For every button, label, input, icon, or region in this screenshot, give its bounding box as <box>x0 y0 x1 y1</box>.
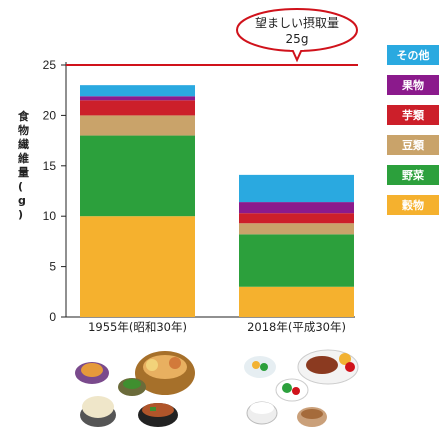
bar-segment-豆類 <box>80 115 195 136</box>
y-tick-label: 10 <box>43 209 57 223</box>
legend-swatch <box>387 195 439 215</box>
bar-segment-豆類 <box>239 223 354 235</box>
y-tick-label: 15 <box>43 159 57 173</box>
meal-illustration-2018 <box>244 349 359 427</box>
y-tick-label: 0 <box>49 310 56 324</box>
legend-label: 穀物 <box>402 198 424 212</box>
bar-segment-芋類 <box>80 100 195 116</box>
x-category-label: 2018年(平成30年) <box>247 320 346 334</box>
legend-swatch <box>387 135 439 155</box>
bar-segment-果物 <box>80 96 195 101</box>
callout-pointer <box>290 48 304 63</box>
bar-segment-芋類 <box>239 213 354 224</box>
legend-swatch <box>387 45 439 65</box>
legend-label: その他 <box>397 48 430 62</box>
bar-segment-穀物 <box>80 216 195 317</box>
legend-label: 芋類 <box>402 108 425 122</box>
callout: 望ましい摂取量 25g <box>236 8 358 63</box>
y-axis-label: 食物繊維量(g) <box>18 109 30 221</box>
x-category-label: 1955年(昭和30年) <box>88 320 187 334</box>
bar-segment-その他 <box>80 85 195 97</box>
legend-swatch <box>387 165 439 185</box>
bar-segment-その他 <box>239 174 354 203</box>
y-tick-label: 5 <box>49 260 56 274</box>
bar-segment-穀物 <box>239 286 354 317</box>
legend-label: 豆類 <box>402 138 425 152</box>
y-tick-label: 25 <box>43 58 57 72</box>
y-tick-label: 20 <box>43 108 57 122</box>
legend-label: 果物 <box>401 78 424 92</box>
bar-segment-野菜 <box>80 135 195 217</box>
legend-label: 野菜 <box>402 168 425 182</box>
callout-line1: 望ましい摂取量 <box>255 15 339 30</box>
callout-line2: 25g <box>286 32 309 46</box>
meal-illustration-1955 <box>75 351 195 427</box>
bar-segment-野菜 <box>239 234 354 287</box>
bar-segment-果物 <box>239 202 354 214</box>
legend-swatch <box>387 105 439 125</box>
legend-swatch <box>387 75 439 95</box>
